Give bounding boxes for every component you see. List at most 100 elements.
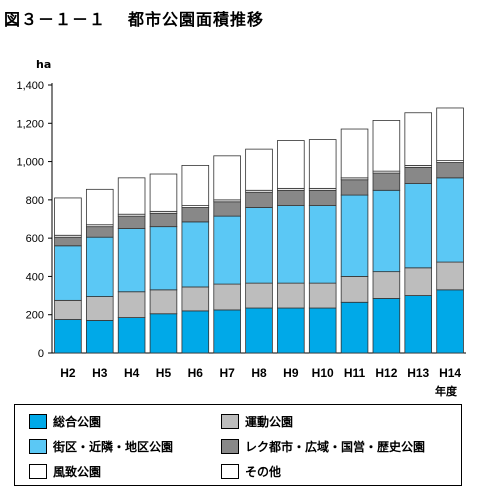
bar-segment-H2-s3 bbox=[54, 236, 82, 247]
bar-segment-H3-s5 bbox=[85, 188, 114, 226]
bar-segment-H6-s0 bbox=[181, 310, 210, 354]
legend-item-sonota: その他 bbox=[221, 463, 281, 480]
legend-swatch-sogo bbox=[29, 414, 47, 429]
legend-swatch-sonota bbox=[221, 464, 239, 479]
bar-segment-H7-s0 bbox=[213, 309, 241, 354]
bar-segment-H5-s1 bbox=[149, 289, 178, 315]
bar-segment-H12-s1 bbox=[372, 271, 401, 299]
y-tick-label: 1,400 bbox=[16, 80, 44, 92]
bar-segment-H13-s3 bbox=[404, 166, 433, 184]
bar-segment-H5-s2 bbox=[149, 226, 178, 291]
bar-segment-H10-s5 bbox=[308, 139, 337, 189]
bar-segment-H7-s5 bbox=[213, 155, 241, 201]
x-axis-unit-label: 年度 bbox=[435, 385, 457, 398]
bar-segment-H12-s2 bbox=[372, 189, 401, 273]
bar-segment-H4-s5 bbox=[117, 177, 146, 215]
bar-segment-H3-s3 bbox=[85, 226, 114, 238]
bar-segment-H8-s3 bbox=[245, 191, 273, 208]
bar-segment-H14-s3 bbox=[436, 162, 464, 179]
bar-segment-H5-s5 bbox=[149, 173, 178, 212]
bar-segment-H8-s0 bbox=[245, 307, 273, 354]
bar-segment-H11-s2 bbox=[340, 194, 369, 277]
legend: 総合公園 運動公園 街区・近隣・地区公園 レク都市・広域・国営・歴史公園 風致公… bbox=[14, 404, 462, 486]
y-tick-label: 1,000 bbox=[16, 157, 44, 169]
bar-segment-H9-s5 bbox=[277, 140, 305, 189]
legend-label-sogo: 総合公園 bbox=[53, 415, 102, 429]
bar-segment-H11-s1 bbox=[340, 276, 369, 303]
legend-swatch-gaiku bbox=[29, 439, 47, 454]
y-tick-label: 400 bbox=[26, 271, 44, 283]
bar-segment-H5-s3 bbox=[149, 212, 178, 228]
x-tick-label: H6 bbox=[188, 366, 204, 380]
bar-segment-H3-s2 bbox=[85, 236, 114, 297]
legend-swatch-reku bbox=[221, 439, 239, 454]
bar-segment-H4-s2 bbox=[117, 228, 146, 293]
x-tick-label: H11 bbox=[344, 366, 366, 380]
bar-segment-H10-s1 bbox=[308, 282, 337, 309]
bar-segment-H6-s1 bbox=[181, 286, 210, 312]
legend-label-gaiku: 街区・近隣・地区公園 bbox=[53, 440, 174, 454]
y-tick-label: 200 bbox=[26, 310, 44, 322]
bar-segment-H11-s3 bbox=[340, 179, 369, 196]
y-tick-label: 600 bbox=[26, 233, 44, 245]
bar-segment-H6-s3 bbox=[181, 207, 210, 223]
bar-segment-H4-s0 bbox=[117, 317, 146, 354]
bar-segment-H11-s5 bbox=[340, 128, 369, 179]
bar-segment-H4-s3 bbox=[117, 215, 146, 229]
bar-segment-H10-s2 bbox=[308, 205, 337, 284]
legend-swatch-undo bbox=[221, 414, 239, 429]
figure-title: 都市公園面積推移 bbox=[128, 10, 265, 29]
bar-segment-H11-s0 bbox=[340, 301, 369, 354]
bar-segment-H13-s1 bbox=[404, 267, 433, 296]
bar-segment-H2-s5 bbox=[54, 197, 82, 236]
bar-segment-H2-s0 bbox=[54, 319, 82, 354]
bar-segment-H9-s3 bbox=[277, 189, 305, 207]
bar-segment-H4-s1 bbox=[117, 291, 146, 318]
bar-segment-H7-s3 bbox=[213, 201, 241, 217]
x-tick-label: H9 bbox=[283, 366, 299, 380]
figure-title-row: 図３－１－１ 都市公園面積推移 bbox=[4, 6, 264, 30]
bar-segment-H14-s1 bbox=[436, 261, 464, 291]
bar-segment-H7-s1 bbox=[213, 283, 241, 311]
bar-segment-H13-s5 bbox=[404, 112, 433, 166]
x-tick-label: H2 bbox=[60, 366, 76, 380]
x-tick-label: H3 bbox=[92, 366, 108, 380]
x-tick-label: H14 bbox=[439, 366, 461, 380]
bar-segment-H9-s1 bbox=[277, 282, 305, 309]
legend-label-sonota: その他 bbox=[245, 465, 282, 479]
legend-item-undo: 運動公園 bbox=[221, 413, 293, 430]
bar-segment-H10-s0 bbox=[308, 307, 337, 354]
x-tick-label: H13 bbox=[407, 366, 429, 380]
x-tick-label: H8 bbox=[251, 366, 267, 380]
bar-segment-H14-s2 bbox=[436, 177, 464, 263]
bar-segment-H6-s5 bbox=[181, 164, 210, 206]
bar-segment-H2-s2 bbox=[54, 245, 82, 301]
y-axis-unit-label: ha bbox=[36, 58, 51, 71]
bar-segment-H8-s5 bbox=[245, 148, 273, 191]
bar-segment-H3-s0 bbox=[85, 320, 114, 354]
bar-segment-H12-s0 bbox=[372, 298, 401, 354]
figure-label: 図３－１－１ bbox=[4, 10, 107, 29]
x-tick-label: H7 bbox=[219, 366, 235, 380]
bar-segment-H3-s1 bbox=[85, 296, 114, 321]
legend-item-gaiku: 街区・近隣・地区公園 bbox=[29, 438, 173, 455]
bar-segment-H13-s2 bbox=[404, 183, 433, 269]
bar-segment-H8-s2 bbox=[245, 207, 273, 284]
bar-segment-H9-s2 bbox=[277, 205, 305, 284]
y-tick-label: 1,200 bbox=[16, 118, 44, 130]
bar-segment-H5-s0 bbox=[149, 313, 178, 354]
x-tick-label: H4 bbox=[124, 366, 140, 380]
x-tick-label: H10 bbox=[312, 366, 334, 380]
bar-segment-H12-s5 bbox=[372, 120, 401, 172]
bar-segment-H9-s0 bbox=[277, 307, 305, 354]
y-tick-label: 0 bbox=[38, 348, 44, 360]
bar-segment-H7-s2 bbox=[213, 215, 241, 285]
legend-label-undo: 運動公園 bbox=[245, 415, 294, 429]
bar-segment-H13-s0 bbox=[404, 295, 433, 354]
legend-item-sogo: 総合公園 bbox=[29, 413, 101, 430]
bar-segment-H10-s3 bbox=[308, 189, 337, 207]
x-tick-label: H12 bbox=[375, 366, 397, 380]
legend-swatch-fuchi bbox=[29, 464, 47, 479]
legend-label-fuchi: 風致公園 bbox=[53, 465, 102, 479]
legend-item-fuchi: 風致公園 bbox=[29, 463, 101, 480]
